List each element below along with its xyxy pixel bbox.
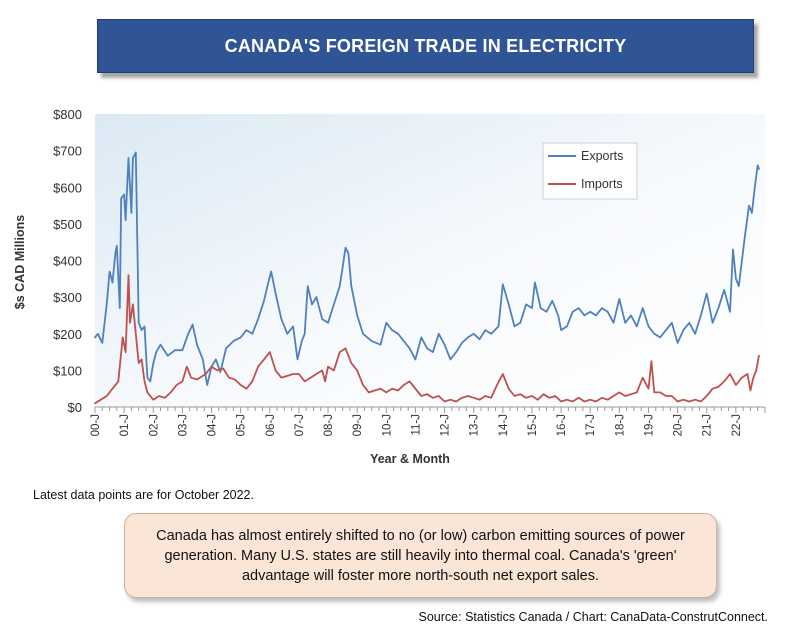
y-axis-title: $s CAD Millions — [13, 215, 27, 310]
legend: Exports Imports — [542, 142, 638, 200]
legend-label-imports: Imports — [581, 177, 623, 191]
x-tick-label: 16-J — [556, 414, 568, 436]
legend-box — [542, 142, 638, 200]
commentary-callout: Canada has almost entirely shifted to no… — [124, 513, 717, 598]
x-tick-label: 06-J — [265, 414, 277, 436]
x-tick-label: 08-J — [323, 414, 335, 436]
x-tick-label: 03-J — [177, 414, 189, 436]
y-tick-label: $200 — [53, 327, 82, 342]
chart-title: CANADA'S FOREIGN TRADE IN ELECTRICITY — [224, 35, 627, 56]
x-tick-label: 15-J — [527, 414, 539, 436]
y-tick-label: $700 — [53, 144, 82, 159]
y-tick-label: $400 — [53, 254, 82, 269]
x-tick-label: 00-J — [90, 414, 102, 436]
x-tick-label: 12-J — [440, 414, 452, 436]
x-tick-label: 22-J — [731, 414, 743, 436]
x-tick-label: 20-J — [673, 414, 685, 436]
legend-label-exports: Exports — [581, 149, 623, 163]
x-tick-label: 11-J — [410, 414, 422, 436]
latest-data-note: Latest data points are for October 2022. — [33, 488, 254, 502]
series-line-imports — [94, 274, 760, 405]
y-tick-label: $0 — [68, 400, 82, 415]
x-tick-label: 14-J — [498, 414, 510, 436]
x-tick-label: 17-J — [585, 414, 597, 436]
series-line-exports — [94, 151, 760, 386]
x-tick-label: 10-J — [381, 414, 393, 436]
y-tick-label: $300 — [53, 290, 82, 305]
x-tick-label: 04-J — [207, 414, 219, 436]
x-tick-label: 09-J — [352, 414, 364, 436]
x-tick-label: 18-J — [614, 414, 626, 436]
y-tick-label: $600 — [53, 180, 82, 195]
x-tick-label: 05-J — [236, 414, 248, 436]
x-tick-label: 02-J — [148, 414, 160, 436]
x-axis-title: Year & Month — [370, 452, 450, 466]
x-tick-label: 21-J — [702, 414, 714, 436]
series-lines — [94, 151, 760, 405]
y-tick-label: $100 — [53, 363, 82, 378]
plot-background — [95, 114, 765, 407]
y-axis: $0 $100 $200 $300 $400 $500 $600 $700 $800 — [53, 107, 82, 415]
x-tick-label: 07-J — [294, 414, 306, 436]
x-tick-label: 19-J — [643, 414, 655, 436]
x-tick-label: 13-J — [469, 414, 481, 436]
source-credit: Source: Statistics Canada / Chart: CanaD… — [418, 610, 768, 624]
chart-area: $0$100$200$300$400$500$600$700$800 00-J 0… — [13, 107, 766, 466]
x-axis: 00-J 01-J 02-J 03-J 04-J 05-J 06-J 07-J 08-J 09-J… — [90, 406, 766, 436]
y-tick-label: $800 — [53, 107, 82, 122]
x-tick-label: 01-J — [119, 414, 131, 436]
chart-title-banner: CANADA'S FOREIGN TRADE IN ELECTRICITY — [97, 19, 754, 73]
y-tick-label: $500 — [53, 217, 82, 232]
